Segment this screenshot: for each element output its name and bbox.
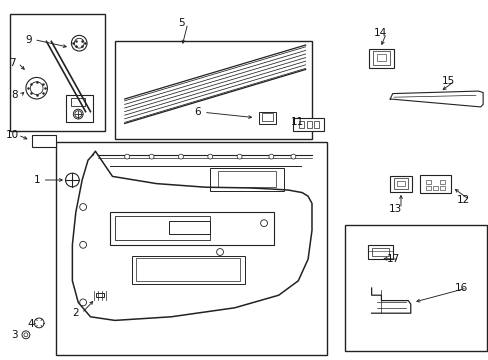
Text: 3: 3 <box>11 330 18 340</box>
Text: 16: 16 <box>453 283 467 293</box>
Bar <box>372 51 389 65</box>
Bar <box>261 113 272 121</box>
Circle shape <box>80 299 86 306</box>
Bar <box>66 95 93 122</box>
Text: 9: 9 <box>25 35 32 45</box>
Circle shape <box>34 318 44 328</box>
Bar <box>71 98 84 106</box>
Bar <box>110 212 273 245</box>
Text: 11: 11 <box>290 117 304 127</box>
Circle shape <box>22 331 30 339</box>
Bar <box>217 171 276 187</box>
Circle shape <box>26 77 47 99</box>
Text: 13: 13 <box>387 204 401 214</box>
Circle shape <box>24 333 28 337</box>
Bar <box>344 225 486 351</box>
Bar <box>389 176 411 192</box>
Text: 6: 6 <box>194 107 201 117</box>
Circle shape <box>75 111 81 118</box>
Circle shape <box>65 173 79 187</box>
Circle shape <box>124 154 129 159</box>
Bar <box>132 256 244 284</box>
Circle shape <box>260 220 267 227</box>
Bar <box>426 186 430 190</box>
Circle shape <box>207 154 212 159</box>
Circle shape <box>80 203 86 211</box>
Bar <box>396 181 404 186</box>
Bar <box>367 245 392 259</box>
Text: 2: 2 <box>72 308 79 318</box>
Text: 17: 17 <box>386 254 400 264</box>
Bar <box>168 221 210 234</box>
Circle shape <box>74 38 84 48</box>
Circle shape <box>178 154 183 159</box>
Text: 10: 10 <box>6 130 19 140</box>
Circle shape <box>73 109 83 119</box>
Bar <box>371 248 388 256</box>
Bar <box>56 142 326 355</box>
Circle shape <box>149 154 154 159</box>
Text: 5: 5 <box>178 18 185 28</box>
Circle shape <box>71 35 87 51</box>
Bar <box>393 178 407 189</box>
Bar <box>10 14 105 131</box>
Bar <box>115 216 210 240</box>
Bar <box>136 258 239 281</box>
Bar <box>439 186 444 190</box>
Text: 8: 8 <box>11 90 18 100</box>
Bar <box>419 175 450 193</box>
Bar <box>293 118 323 131</box>
Bar <box>439 180 444 184</box>
Text: 1: 1 <box>33 175 40 185</box>
Bar <box>210 168 283 191</box>
Circle shape <box>30 82 43 95</box>
Bar <box>32 135 56 147</box>
Bar <box>299 121 304 128</box>
Bar <box>259 112 276 124</box>
Bar <box>314 121 319 128</box>
Bar <box>432 186 437 190</box>
Circle shape <box>290 154 295 159</box>
Text: 14: 14 <box>373 28 386 38</box>
Bar <box>115 41 311 139</box>
Text: 7: 7 <box>9 58 16 68</box>
Bar <box>306 121 311 128</box>
Bar <box>96 293 104 297</box>
Text: 15: 15 <box>441 76 455 86</box>
Bar <box>376 54 386 61</box>
Circle shape <box>80 241 86 248</box>
Text: 12: 12 <box>456 195 469 205</box>
Text: 4: 4 <box>27 319 34 329</box>
Circle shape <box>237 154 242 159</box>
Bar <box>426 180 430 184</box>
Bar <box>368 49 393 68</box>
Circle shape <box>216 248 223 256</box>
Circle shape <box>268 154 273 159</box>
